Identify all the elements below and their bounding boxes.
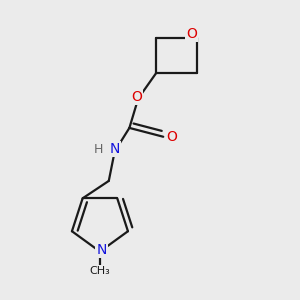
Text: N: N (110, 142, 120, 156)
Text: O: O (166, 130, 177, 144)
Text: N: N (96, 243, 106, 257)
Text: CH₃: CH₃ (90, 266, 110, 276)
Text: H: H (94, 142, 103, 156)
Text: O: O (186, 27, 197, 41)
Text: O: O (131, 90, 142, 104)
